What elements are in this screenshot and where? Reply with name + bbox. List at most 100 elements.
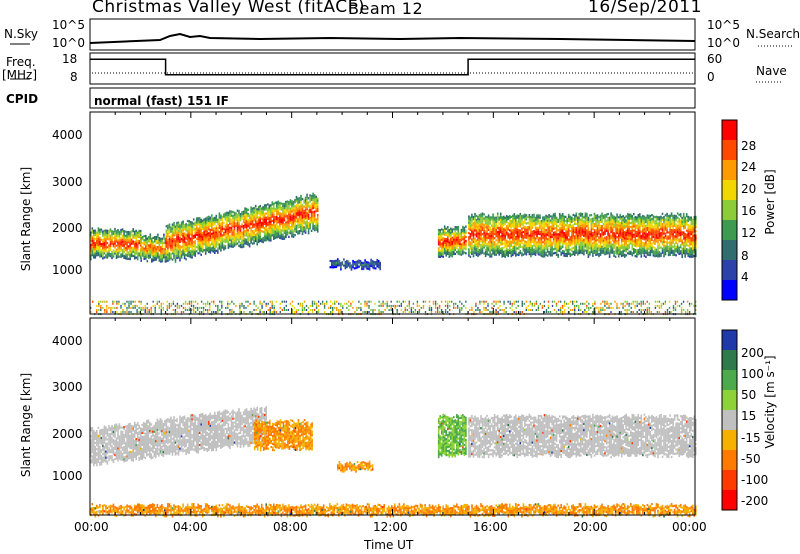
power-cell: [223, 232, 225, 235]
power-cell: [481, 245, 484, 248]
power-cell: [135, 240, 137, 243]
power-cell: [630, 240, 632, 243]
power-cell: [486, 228, 488, 231]
power-cell: [310, 203, 313, 206]
power-cell: [168, 244, 171, 247]
power-cell: [474, 237, 476, 240]
power-cell: [204, 229, 207, 233]
power-cell: [165, 243, 168, 246]
power-cell: [543, 218, 546, 221]
power-cell: [619, 226, 621, 229]
power-cell: [97, 227, 100, 230]
power-cell: [239, 233, 242, 236]
power-cell: [593, 249, 596, 252]
power-cell: [512, 233, 514, 236]
power-cell: [463, 247, 466, 250]
power-cell: [294, 234, 296, 237]
power-cell: [519, 243, 522, 246]
power-cell: [373, 263, 375, 266]
power-cell: [126, 237, 128, 240]
power-cell: [528, 222, 531, 225]
power-cell: [634, 250, 637, 254]
power-cell: [232, 223, 234, 226]
power-cell: [574, 251, 576, 254]
power-cell: [123, 232, 125, 235]
power-cell: [513, 237, 516, 240]
power-cell: [242, 233, 245, 236]
power-cell: [516, 253, 519, 256]
power-cell: [347, 260, 350, 263]
power-cell: [545, 214, 547, 217]
power-cell: [174, 238, 177, 241]
power-cell: [590, 240, 593, 243]
power-cell: [596, 214, 599, 217]
power-cell: [312, 196, 314, 199]
power-cell: [515, 219, 517, 222]
power-cell: [493, 226, 496, 229]
power-cell: [569, 225, 572, 229]
power-cell: [657, 249, 659, 252]
power-cell: [251, 242, 254, 245]
power-cell: [176, 242, 178, 245]
power-cell: [242, 231, 245, 234]
power-cell: [189, 245, 192, 248]
power-cell: [223, 238, 225, 241]
power-cell: [560, 218, 562, 221]
power-cell: [157, 256, 159, 259]
power-cell: [590, 234, 593, 237]
power-cell: [233, 238, 236, 241]
power-cell: [571, 228, 573, 232]
power-cell: [215, 216, 218, 219]
power-cell: [220, 245, 222, 248]
power-cell: [605, 213, 608, 216]
power-cell: [182, 232, 184, 235]
power-cell: [259, 213, 261, 216]
power-cell: [289, 203, 292, 206]
power-cell: [445, 231, 447, 234]
power-cell: [251, 213, 254, 216]
power-cell: [91, 250, 94, 253]
power-cell: [262, 214, 264, 217]
power-cell: [669, 251, 671, 254]
plot-title: Christmas Valley West (fitACF): [92, 0, 366, 17]
power-cell: [285, 221, 287, 224]
power-cell: [524, 232, 526, 235]
power-cell: [610, 218, 612, 221]
power-cell: [566, 246, 568, 249]
power-cell: [291, 227, 293, 230]
power-cell: [164, 252, 167, 255]
power-cell: [477, 240, 479, 243]
nsky-label: N.Sky: [4, 27, 39, 41]
power-cell: [338, 264, 341, 267]
power-cell: [539, 231, 541, 234]
power-cell: [613, 250, 615, 253]
power-cell: [625, 237, 627, 241]
power-cell: [192, 228, 195, 231]
power-cell: [581, 245, 584, 249]
power-cell: [654, 224, 656, 227]
power-cell: [341, 261, 344, 264]
power-cell: [221, 234, 224, 237]
power-cell: [268, 218, 271, 221]
power-cell: [589, 214, 591, 217]
power-cell: [667, 219, 670, 222]
power-cell: [554, 231, 556, 234]
power-cell: [201, 244, 204, 247]
power-cell: [215, 245, 218, 248]
power-cell: [280, 235, 283, 238]
power-cell: [242, 235, 245, 238]
power-cell: [459, 242, 461, 245]
power-cell: [498, 253, 500, 256]
power-cell: [669, 237, 671, 240]
xtick: 04:00: [173, 520, 208, 534]
power-cell: [307, 217, 310, 220]
power-cell: [242, 229, 245, 232]
power-cell: [493, 237, 496, 240]
power-cell: [628, 246, 630, 249]
power-cell: [578, 245, 581, 248]
power-cell: [569, 221, 572, 224]
power-cell: [502, 242, 505, 245]
power-cell: [533, 248, 535, 251]
power-cell: [448, 243, 451, 246]
power-cell: [173, 244, 175, 247]
